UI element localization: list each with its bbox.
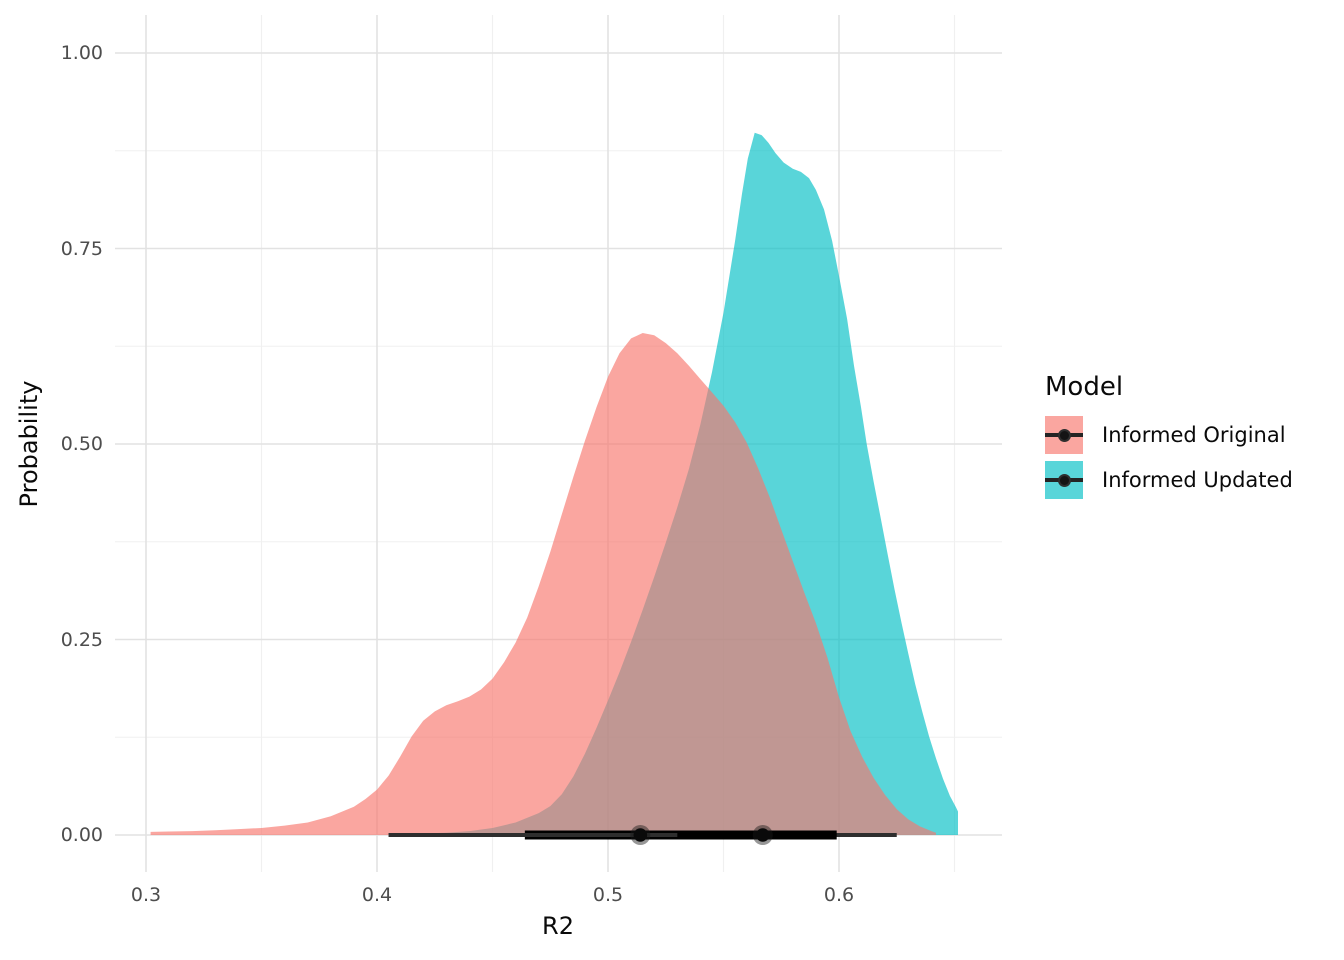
median-point-informed-updated	[755, 828, 770, 842]
density-slab-informed-original	[150, 333, 937, 835]
legend-title: Model	[1045, 372, 1124, 402]
y-tick-label: 0.00	[60, 824, 103, 846]
y-tick-label: 0.25	[60, 628, 103, 651]
x-tick-label: 0.5	[592, 884, 624, 906]
legend-item-informed-original: Informed Original	[1045, 416, 1293, 454]
legend-key-informed-original	[1045, 416, 1083, 454]
legend-key-median-dot	[1057, 428, 1071, 442]
legend-item-informed-updated: Informed Updated	[1045, 461, 1293, 499]
x-tick-label: 0.4	[361, 884, 393, 906]
median-point-informed-original	[633, 828, 648, 842]
legend-key-informed-updated	[1045, 461, 1083, 499]
x-axis-title: R2	[542, 912, 574, 940]
y-tick-label: 0.75	[60, 237, 103, 260]
legend: Model Informed Original Informed Updated	[1045, 372, 1293, 506]
legend-key-median-dot	[1057, 473, 1071, 487]
x-tick-label: 0.3	[130, 884, 162, 906]
legend-label-informed-original: Informed Original	[1102, 423, 1286, 447]
x-tick-label: 0.6	[823, 884, 855, 906]
y-tick-label: 0.50	[60, 433, 103, 455]
legend-label-informed-updated: Informed Updated	[1102, 468, 1293, 492]
y-tick-label: 1.00	[60, 42, 103, 64]
